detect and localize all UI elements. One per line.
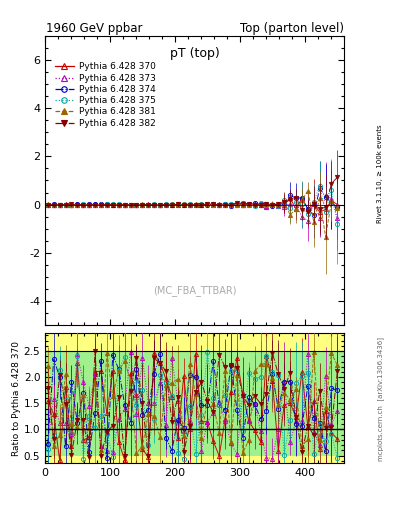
Text: Rivet 3.1.10, ≥ 100k events: Rivet 3.1.10, ≥ 100k events	[377, 125, 384, 223]
Y-axis label: Ratio to Pythia 6.428 370: Ratio to Pythia 6.428 370	[12, 340, 21, 456]
Bar	[45, 333, 344, 463]
Text: mcplots.cern.ch  [arXiv:1306.3436]: mcplots.cern.ch [arXiv:1306.3436]	[377, 337, 384, 461]
Text: (MC_FBA_TTBAR): (MC_FBA_TTBAR)	[153, 285, 236, 296]
Text: pT (top): pT (top)	[170, 48, 219, 60]
Text: Top (parton level): Top (parton level)	[240, 22, 344, 34]
Legend: Pythia 6.428 370, Pythia 6.428 373, Pythia 6.428 374, Pythia 6.428 375, Pythia 6: Pythia 6.428 370, Pythia 6.428 373, Pyth…	[53, 60, 158, 130]
Text: 1960 GeV ppbar: 1960 GeV ppbar	[46, 22, 143, 34]
Bar	[45, 351, 344, 456]
